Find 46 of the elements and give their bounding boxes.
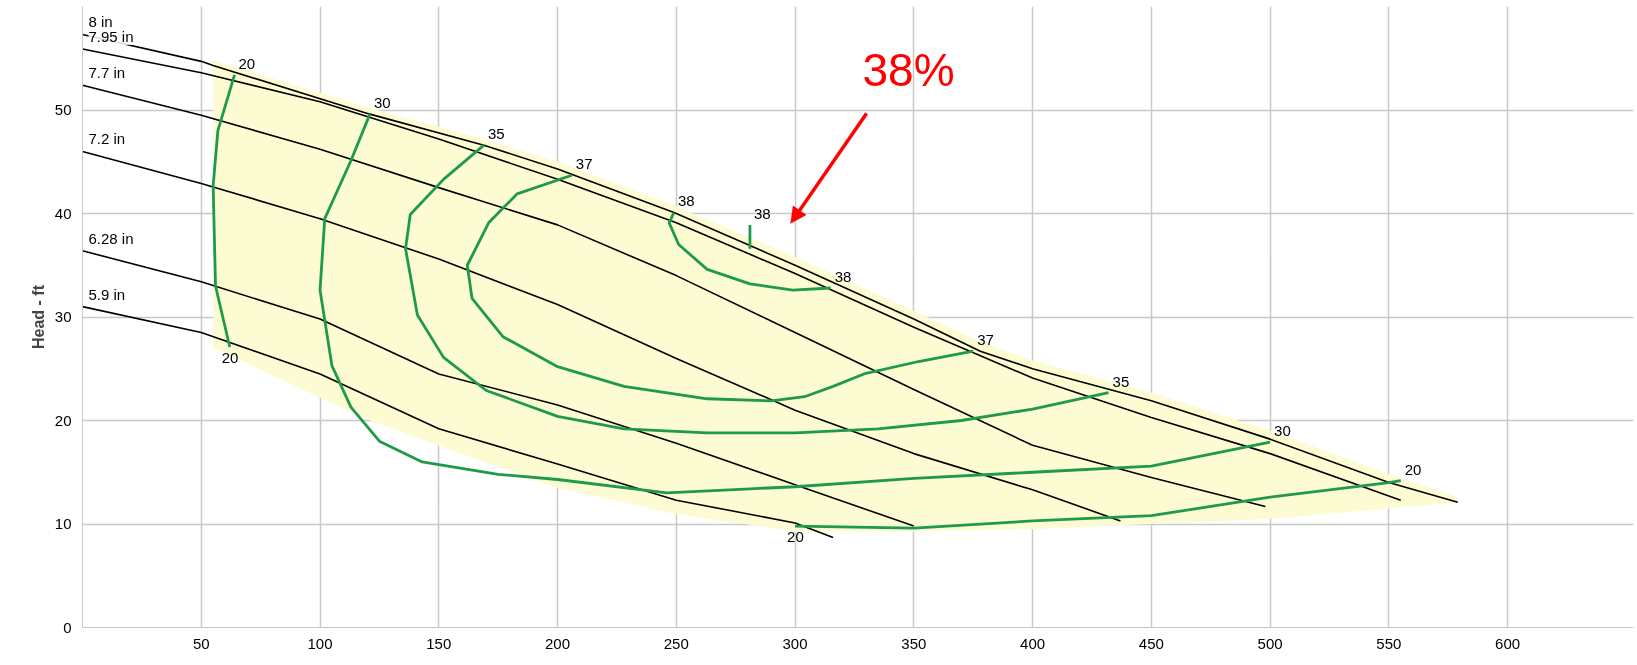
annotation: 38 [753,204,771,222]
x-tick-label: 450 [1138,634,1164,652]
x-tick-label: 400 [1020,634,1046,652]
line-series [465,173,975,403]
annotation: 20 [238,54,256,72]
y-tick-label: 50 [54,101,72,118]
y-tick-label: 20 [54,411,72,429]
series-label: 7.7 in [88,64,126,82]
x-tick-label: 600 [1495,634,1521,652]
line-series [82,249,915,527]
x-tick-label: 350 [901,634,927,652]
line-series [318,112,1272,495]
annotation: 37 [575,155,593,173]
y-tick-label: 0 [63,618,72,636]
annotation: 38 [834,268,852,286]
x-tick-label: 500 [1257,634,1283,652]
annotation: 30 [373,94,391,112]
series-label: 5.9 in [88,285,126,303]
annotation: 35 [487,125,505,143]
annotation: 38% [862,43,955,96]
y-axis-title: Head - ft [29,284,47,349]
series-label: 6.28 in [88,229,134,247]
x-tick-label: 200 [545,634,571,652]
annotation: 35 [1112,372,1130,390]
line-series [82,84,1267,508]
y-tick-label: 10 [54,515,72,532]
annotation: 30 [1274,422,1291,440]
x-tick-label: 100 [307,634,333,652]
line-series [404,143,1110,435]
y-tick-label: 40 [54,204,72,222]
series-label: 7.2 in [88,130,126,148]
annotation: 20 [221,349,239,367]
x-tick-label: 150 [426,634,452,652]
line-series [793,479,1403,530]
x-tick-label: 550 [1376,634,1402,652]
annotation: 20 [1404,460,1422,478]
y-tick-label: 30 [54,308,72,325]
x-tick-label: 250 [663,634,689,652]
annotation: 37 [977,331,994,349]
x-tick-label: 50 [192,634,210,652]
series-label: 7.95 in [88,27,134,45]
line-series [211,73,236,349]
x-tick-label: 300 [782,634,808,652]
annotation: 20 [787,528,804,546]
annotation: 38 [677,192,695,210]
line-series [667,211,833,292]
